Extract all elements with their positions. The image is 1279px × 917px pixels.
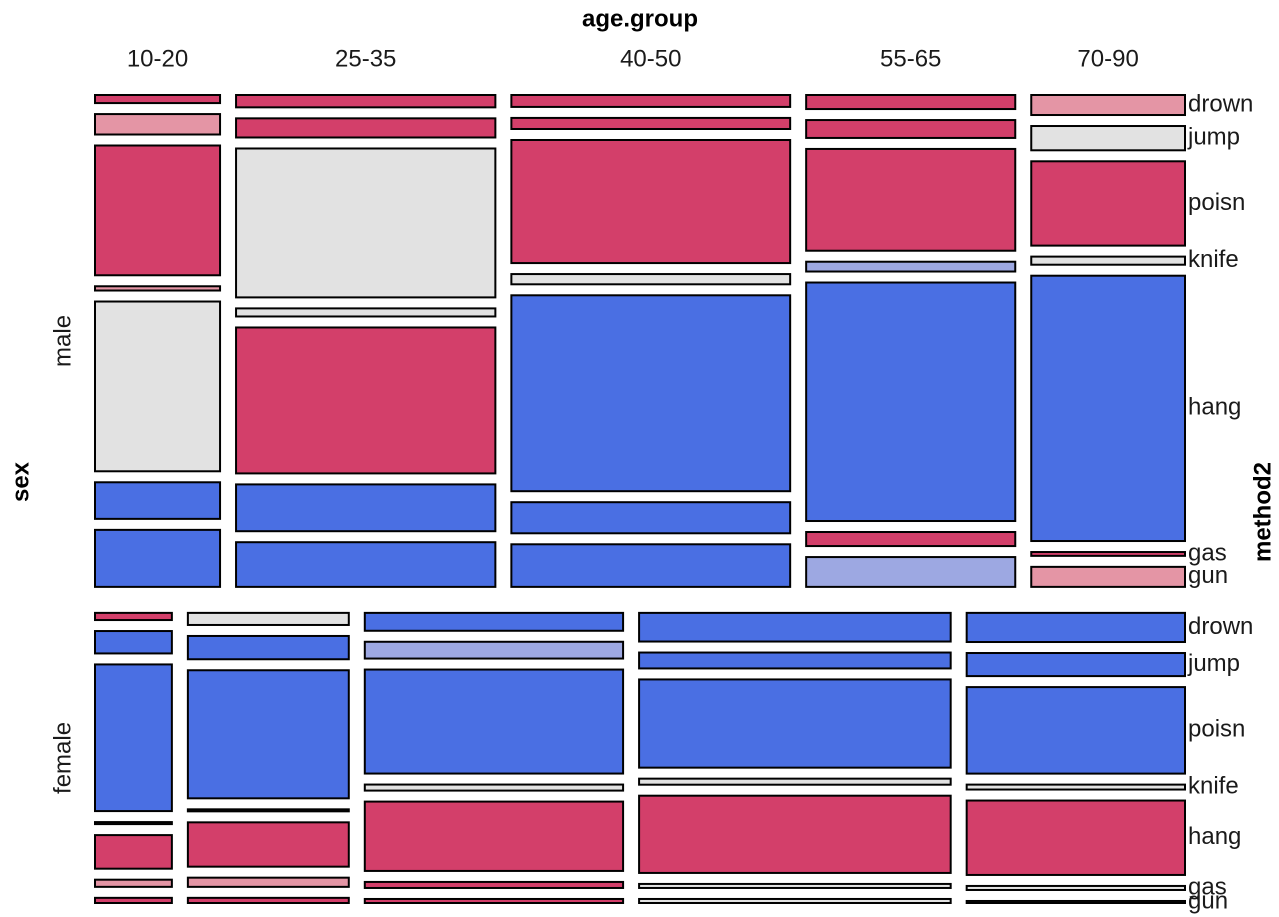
mosaic-cell bbox=[363, 880, 625, 889]
mosaic-cell bbox=[638, 794, 952, 874]
mosaic-cell bbox=[1030, 94, 1187, 117]
mosaic-cell bbox=[965, 652, 1186, 678]
z-category-label: hang bbox=[1188, 823, 1241, 850]
z-category-label: knife bbox=[1188, 246, 1239, 273]
x-category-label: 10-20 bbox=[127, 45, 188, 72]
mosaic-cell bbox=[363, 640, 625, 660]
mosaic-cell bbox=[363, 800, 625, 872]
mosaic-cell bbox=[1030, 125, 1187, 152]
mosaic-cell bbox=[638, 897, 952, 905]
x-axis-title: age.group bbox=[582, 5, 698, 32]
z-category-label: gas bbox=[1188, 539, 1227, 566]
mosaic-cell bbox=[186, 669, 350, 800]
mosaic-cell bbox=[186, 896, 350, 904]
mosaic-cell bbox=[510, 501, 792, 535]
mosaic-cell bbox=[94, 144, 222, 277]
mosaic-cell bbox=[510, 116, 792, 130]
mosaic-cell bbox=[805, 147, 1017, 252]
mosaic-cell bbox=[94, 528, 222, 588]
mosaic-cell bbox=[1030, 160, 1187, 247]
mosaic-cell bbox=[1030, 255, 1187, 266]
mosaic-cell bbox=[94, 113, 222, 136]
mosaic-cell bbox=[363, 897, 625, 905]
z-category-label: drown bbox=[1188, 613, 1253, 640]
mosaic-cell bbox=[510, 273, 792, 286]
mosaic-cell bbox=[186, 611, 350, 626]
mosaic-cell bbox=[638, 611, 952, 643]
mosaic-cell bbox=[965, 799, 1186, 876]
mosaic-cell bbox=[805, 281, 1017, 523]
y-axis-title: sex bbox=[7, 461, 34, 502]
z-category-label: poisn bbox=[1188, 716, 1245, 743]
mosaic-cell bbox=[965, 611, 1186, 644]
z-category-label: gun bbox=[1188, 887, 1228, 914]
mosaic-cell bbox=[965, 783, 1186, 791]
x-category-label: 25-35 bbox=[335, 45, 396, 72]
mosaic-cell bbox=[94, 285, 222, 292]
mosaic-cell bbox=[805, 119, 1017, 139]
mosaic-cell bbox=[965, 899, 1186, 905]
mosaic-cell bbox=[638, 777, 952, 786]
mosaic-cell bbox=[1030, 551, 1187, 557]
z-category-label: drown bbox=[1188, 90, 1253, 117]
z-category-label: knife bbox=[1188, 772, 1239, 799]
mosaic-cell bbox=[638, 651, 952, 670]
mosaic-cell bbox=[805, 260, 1017, 273]
z-category-label: poisn bbox=[1188, 189, 1245, 216]
x-category-label: 70-90 bbox=[1077, 45, 1138, 72]
z-category-label: jump bbox=[1187, 650, 1240, 677]
mosaic-cell bbox=[235, 307, 497, 318]
mosaic-cell bbox=[94, 94, 222, 105]
mosaic-cell bbox=[510, 294, 792, 493]
mosaic-cell bbox=[94, 300, 222, 473]
mosaic-cell bbox=[363, 611, 625, 632]
mosaic-cell bbox=[363, 668, 625, 775]
mosaic-cell bbox=[1030, 274, 1187, 543]
x-category-label: 55-65 bbox=[880, 45, 941, 72]
mosaic-cell bbox=[94, 481, 222, 520]
mosaic-cell bbox=[805, 556, 1017, 588]
mosaic-cell bbox=[186, 821, 350, 868]
z-category-label: hang bbox=[1188, 394, 1241, 421]
mosaic-cell bbox=[363, 783, 625, 792]
mosaic-cell bbox=[235, 94, 497, 109]
mosaic-cell bbox=[94, 896, 173, 904]
z-category-label: jump bbox=[1187, 123, 1240, 150]
mosaic-cell bbox=[965, 686, 1186, 775]
mosaic-cell bbox=[186, 808, 350, 813]
mosaic-cell bbox=[510, 543, 792, 588]
mosaic-cell bbox=[94, 630, 173, 655]
y-category-label: male bbox=[49, 315, 76, 367]
mosaic-cell bbox=[94, 821, 173, 826]
mosaic-cell bbox=[94, 663, 173, 813]
mosaic-cell bbox=[805, 94, 1017, 111]
mosaic-cell bbox=[186, 876, 350, 888]
mosaic-cell bbox=[638, 678, 952, 769]
mosaic-cell bbox=[235, 326, 497, 475]
mosaic-cell bbox=[1030, 565, 1187, 588]
mosaic-cell bbox=[94, 878, 173, 888]
z-axis-title: method2 bbox=[1249, 462, 1276, 562]
mosaic-cell bbox=[235, 541, 497, 588]
z-category-label: gun bbox=[1188, 562, 1228, 589]
mosaic-cell bbox=[94, 834, 173, 870]
mosaic-cell bbox=[965, 884, 1186, 891]
mosaic-cell bbox=[510, 94, 792, 108]
y-category-label: female bbox=[49, 722, 76, 794]
mosaic-cell bbox=[638, 882, 952, 889]
mosaic-cell bbox=[235, 483, 497, 533]
mosaic-cell bbox=[94, 611, 173, 622]
mosaic-cell bbox=[805, 531, 1017, 548]
mosaic-cell bbox=[235, 117, 497, 139]
x-category-label: 40-50 bbox=[620, 45, 681, 72]
mosaic-cell bbox=[235, 147, 497, 299]
mosaic-cell bbox=[186, 634, 350, 661]
mosaic-cell bbox=[510, 138, 792, 265]
z-category-label: gas bbox=[1188, 873, 1227, 900]
